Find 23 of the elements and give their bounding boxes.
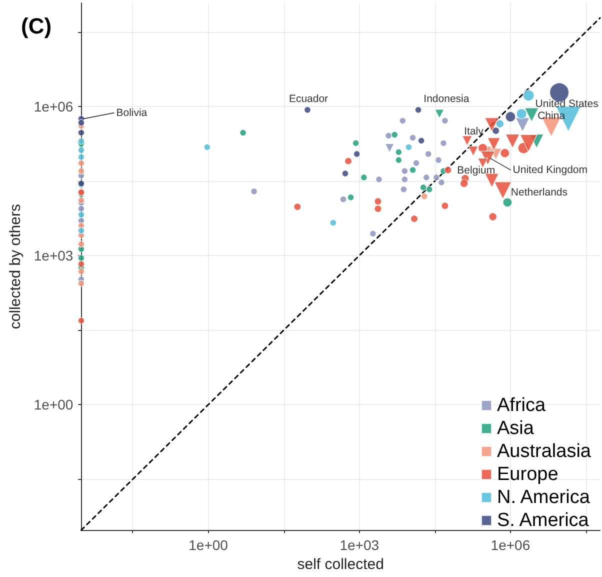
text: (C) [21,14,52,38]
x-axis-title: self collected [297,556,384,573]
legend-label: Africa [497,395,546,416]
x-tick-label: 1e+03 [340,537,380,554]
annotation: Indonesia [424,92,470,105]
annotation: United Kingdom [512,164,588,176]
y-axis-title: collected by others [7,204,24,330]
y-tick-label: 1e+06 [34,98,74,114]
annotation: United States [535,98,598,110]
x-tick-label: 1e+06 [490,537,530,554]
legend-label: N. America [497,487,590,508]
annotation: Italy [464,126,484,138]
y-tick-label: 1e+03 [34,248,74,264]
annotation: Bolivia [116,106,148,119]
annotation: Belgium [457,164,496,176]
legend-label: S. America [497,510,590,531]
legend-label: Europe [497,464,558,485]
legend-label: Asia [497,418,534,439]
x-tick-label: 1e+00 [188,537,228,554]
annotation: Netherlands [510,186,568,198]
legend-label: Australasia [497,441,592,462]
annotation: Ecuador [288,92,329,105]
y-tick-label: 1e+00 [34,396,74,413]
